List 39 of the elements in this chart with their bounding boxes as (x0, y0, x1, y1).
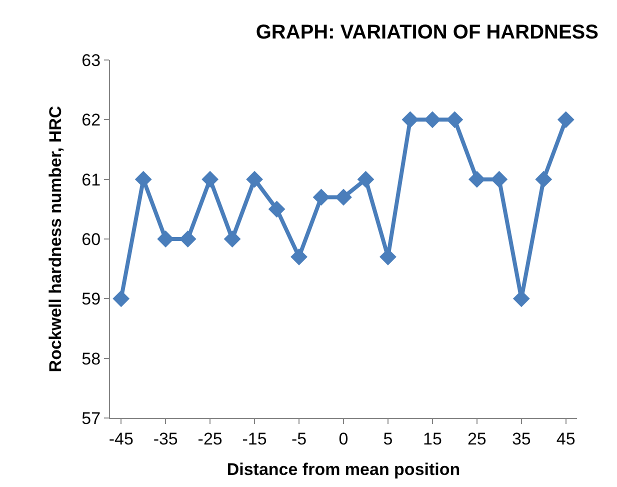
point (490, 170, 508, 188)
point (179, 230, 196, 248)
point (268, 200, 286, 218)
point (112, 290, 130, 308)
point (335, 188, 352, 206)
x-tick-label: -35 (153, 429, 178, 448)
x-tick-label: -25 (198, 429, 222, 448)
point (224, 230, 241, 248)
y-tick-label: 58 (82, 349, 101, 368)
point (134, 170, 152, 188)
x-tick-label: -5 (291, 429, 307, 448)
point (402, 111, 419, 128)
y-tick-label: 59 (82, 290, 101, 309)
y-tick-label: 63 (82, 50, 101, 70)
point (202, 170, 219, 188)
point (312, 188, 330, 206)
x-tick-label: 45 (556, 429, 576, 448)
point (535, 170, 552, 188)
point (357, 170, 374, 188)
point (290, 248, 308, 266)
point (246, 170, 263, 188)
y-tick-label: 62 (82, 110, 101, 130)
x-tick-label: 5 (383, 429, 393, 448)
y-tick-label: 61 (82, 170, 101, 190)
point (446, 111, 464, 128)
x-tick-label: 0 (338, 429, 348, 448)
x-tick-label: -45 (108, 429, 134, 448)
x-tick-label: 25 (467, 429, 486, 448)
chart-title: GRAPH: VARIATION OF HARDNESS (256, 21, 598, 44)
y-axis-title: Rockwell hardness number, HRC (46, 106, 66, 372)
point (424, 111, 441, 128)
point (557, 111, 574, 128)
x-tick-label: 15 (422, 429, 442, 448)
point (468, 170, 486, 188)
x-tick-label: 35 (512, 429, 531, 448)
y-tick-label: 57 (82, 408, 101, 428)
y-tick-label: 60 (82, 230, 101, 249)
x-axis-title: Distance from mean position (226, 460, 460, 479)
x-tick-label: -15 (242, 429, 267, 448)
